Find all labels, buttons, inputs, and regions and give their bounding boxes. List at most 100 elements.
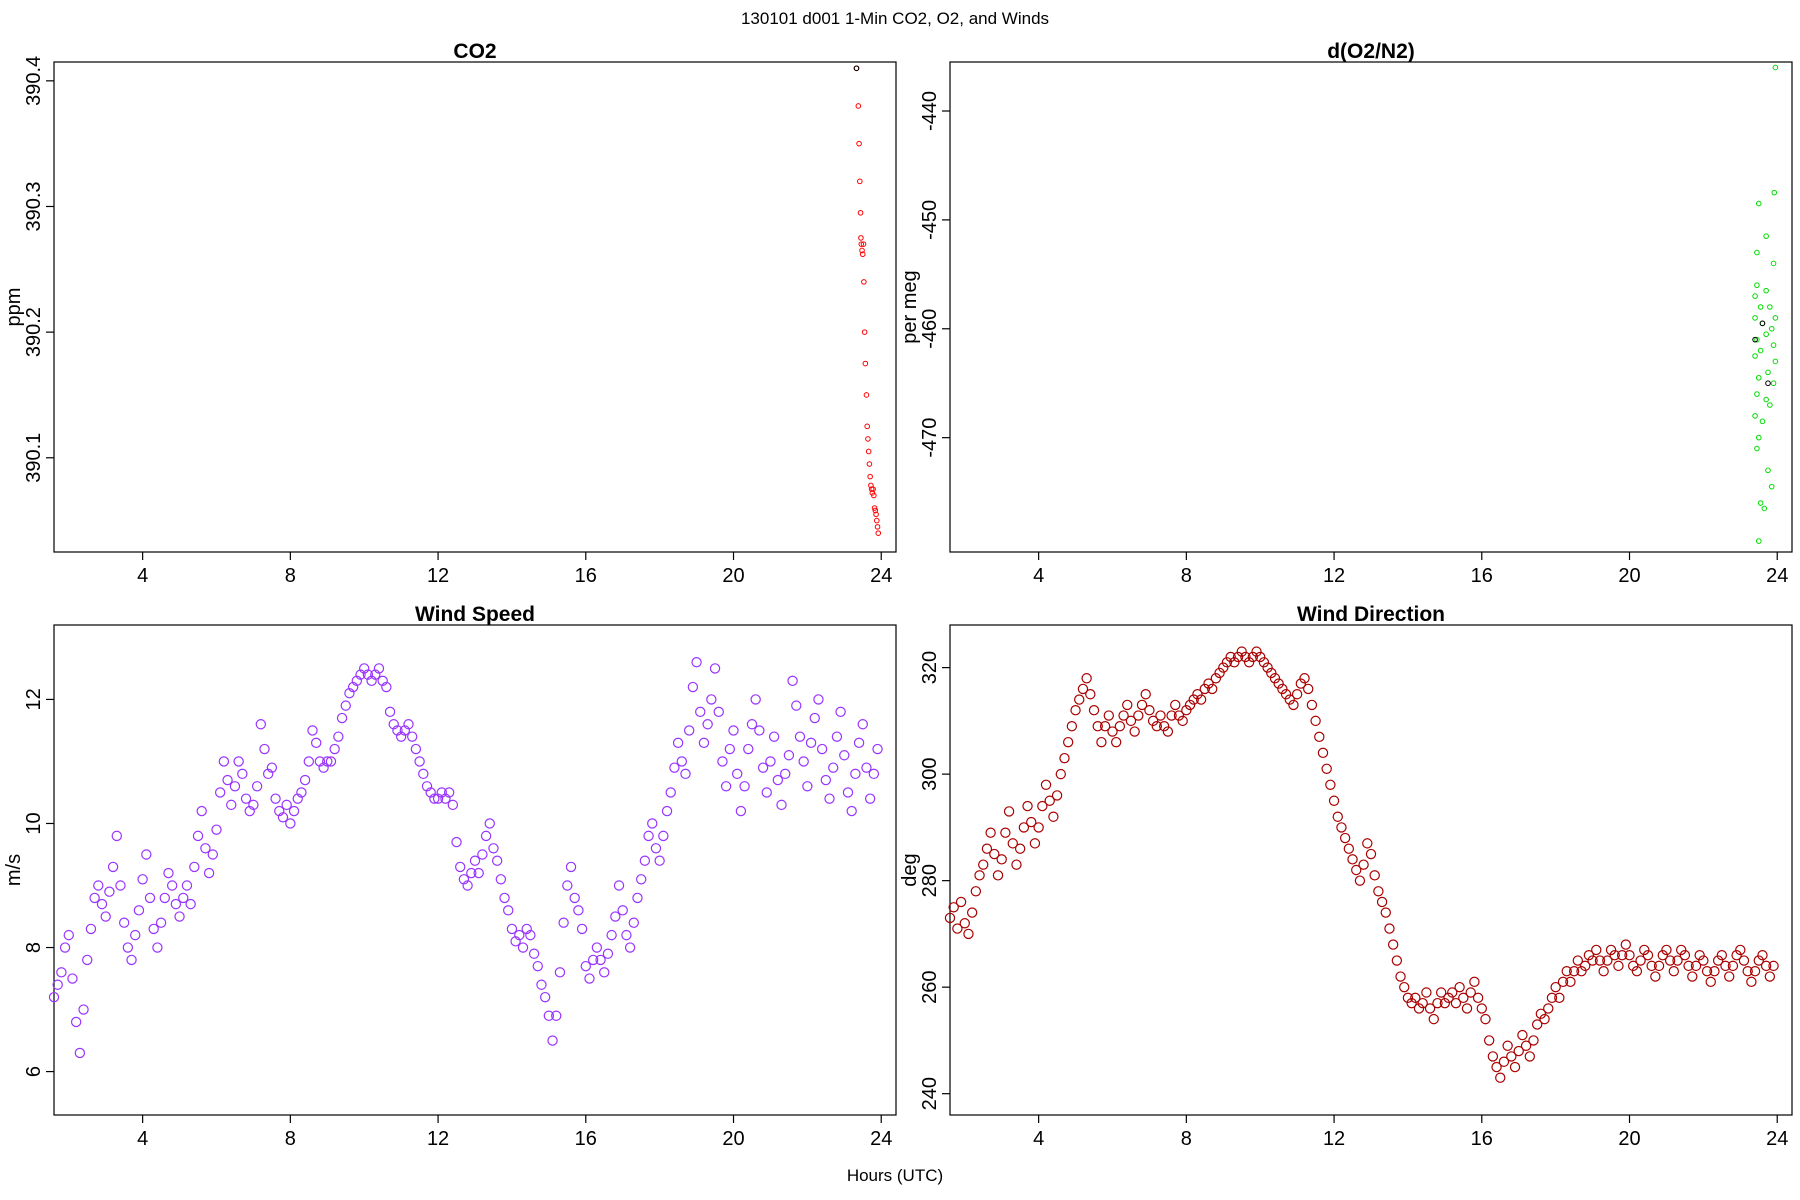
wind-speed-data-point [185,898,196,910]
co2-x-tick-label: 4 [137,565,148,587]
wind-speed-x-tick-label: 20 [722,1128,744,1150]
wind-speed-data-point [469,855,481,866]
wind-direction-data-point [1554,992,1565,1004]
wind-direction-data-point [1258,657,1270,668]
wind-speed-data-point [255,719,267,730]
wind-speed-data-point [702,719,713,730]
wind-speed-data-point [480,830,492,842]
wind-direction-data-point [1133,710,1144,721]
o2n2-data-point [1755,538,1762,544]
wind-direction-data-point [1561,965,1572,977]
wind-direction-data-point [1229,657,1240,668]
wind-speed-data-point [170,898,182,910]
wind-speed-data-point [499,892,510,904]
wind-speed-data-point [813,694,824,705]
wind-speed-data-point [820,774,832,786]
wind-direction-data-point [974,870,985,881]
wind-direction-y-tick-label: 240 [919,1077,941,1110]
wind-direction-data-point [1476,1003,1487,1014]
wind-speed-data-point [462,880,473,891]
wind-direction-data-point [1303,683,1314,695]
wind-direction-data-point [1255,651,1266,663]
o2n2-title: d(O2/N2) [1327,40,1415,63]
wind-speed-data-point [447,799,459,811]
co2-data-point [857,209,864,216]
wind-direction-data-point [1653,960,1665,972]
wind-speed-data-point [248,799,259,811]
wind-speed-data-point [750,694,761,705]
wind-direction-data-point [1070,705,1081,716]
o2n2-data-point [1765,369,1771,376]
wind-direction-data-point [1243,657,1255,668]
wind-direction-data-point [1731,950,1742,961]
wind-direction-data-point [1074,694,1085,705]
wind-direction-data-point [1295,678,1307,689]
wind-direction-data-point [1509,1061,1521,1073]
wind-speed-data-point [724,743,736,755]
wind-direction-data-point [1472,992,1484,1004]
wind-direction-data-point [1609,950,1620,961]
co2-data-point [857,178,863,185]
wind-speed-data-point [384,706,396,718]
wind-direction-data-point [981,843,993,854]
wind-speed-data-point [665,787,676,798]
wind-speed-data-point [418,768,429,780]
wind-direction-data-point [1735,944,1746,956]
wind-speed-data-point [754,725,765,736]
wind-speed-data-point [599,967,610,978]
wind-direction-data-point [1081,673,1092,684]
o2n2-data-point [1771,189,1778,196]
wind-direction-data-point [1310,715,1321,727]
wind-speed-data-point [861,762,872,773]
wind-speed-data-point [853,737,865,749]
wind-speed-data-point [765,756,776,767]
o2n2-data-point [1754,391,1760,397]
wind-speed-data-point [816,743,828,755]
wind-direction-data-point [963,928,974,940]
wind-speed-data-point [410,743,422,755]
co2-data-point [872,507,879,514]
wind-direction-data-point [1528,1035,1539,1046]
wind-direction-data-point [1262,662,1273,673]
wind-direction-data-point [1299,673,1310,684]
wind-speed-data-point [610,911,621,922]
wind-direction-data-point [1110,736,1122,748]
wind-direction-data-point [1288,699,1299,711]
wind-direction-data-point [1291,689,1303,700]
wind-direction-data-point [1365,848,1377,860]
o2n2-y-tick-label: -460 [919,309,941,349]
wind-speed-data-point [857,719,868,730]
wind-direction-x-tick-label: 24 [1766,1128,1788,1150]
wind-speed-data-point [296,787,307,798]
co2-panel: CO2 ppm 4 8 12 16 20 24 390.1 390.2 390.3 390.4 [3,40,897,587]
o2n2-data-point [1772,358,1779,365]
wind-speed-data-point [525,929,536,941]
co2-x-tick-label: 12 [427,565,449,587]
wind-speed-x-tick-label: 24 [870,1128,892,1150]
wind-speed-data-point [791,700,802,711]
wind-speed-data-point [451,836,462,848]
wind-speed-x-tick-label: 8 [285,1128,296,1150]
wind-direction-data-point [1487,1051,1499,1062]
wind-speed-data-point [828,762,839,773]
o2n2-data-point [1754,249,1760,256]
wind-direction-data-point [1624,950,1635,961]
wind-speed-data-point [63,929,74,941]
wind-speed-data-point [373,663,385,674]
wind-direction-data-point [1188,694,1199,705]
wind-direction-data-point [1720,960,1731,972]
co2-y-axis-label: ppm [3,288,25,327]
wind-direction-data-point [1280,689,1292,700]
wind-direction-data-point [1565,976,1576,988]
wind-speed-data-point [429,793,440,804]
figure-title: 130101 d001 1-Min CO2, O2, and Winds [741,9,1049,28]
wind-speed-data-point [259,743,270,755]
wind-direction-panel: Wind Direction deg 4 8 12 16 20 24 240 260 280 300 3… [899,603,1793,1150]
wind-direction-data-point [1055,768,1066,780]
wind-direction-data-point [1103,710,1114,721]
wind-speed-data-point [580,960,591,972]
wind-speed-data-point [56,967,67,978]
o2n2-data-point [1752,353,1758,359]
wind-speed-data-point [78,1004,89,1015]
co2-data-point [862,360,869,367]
